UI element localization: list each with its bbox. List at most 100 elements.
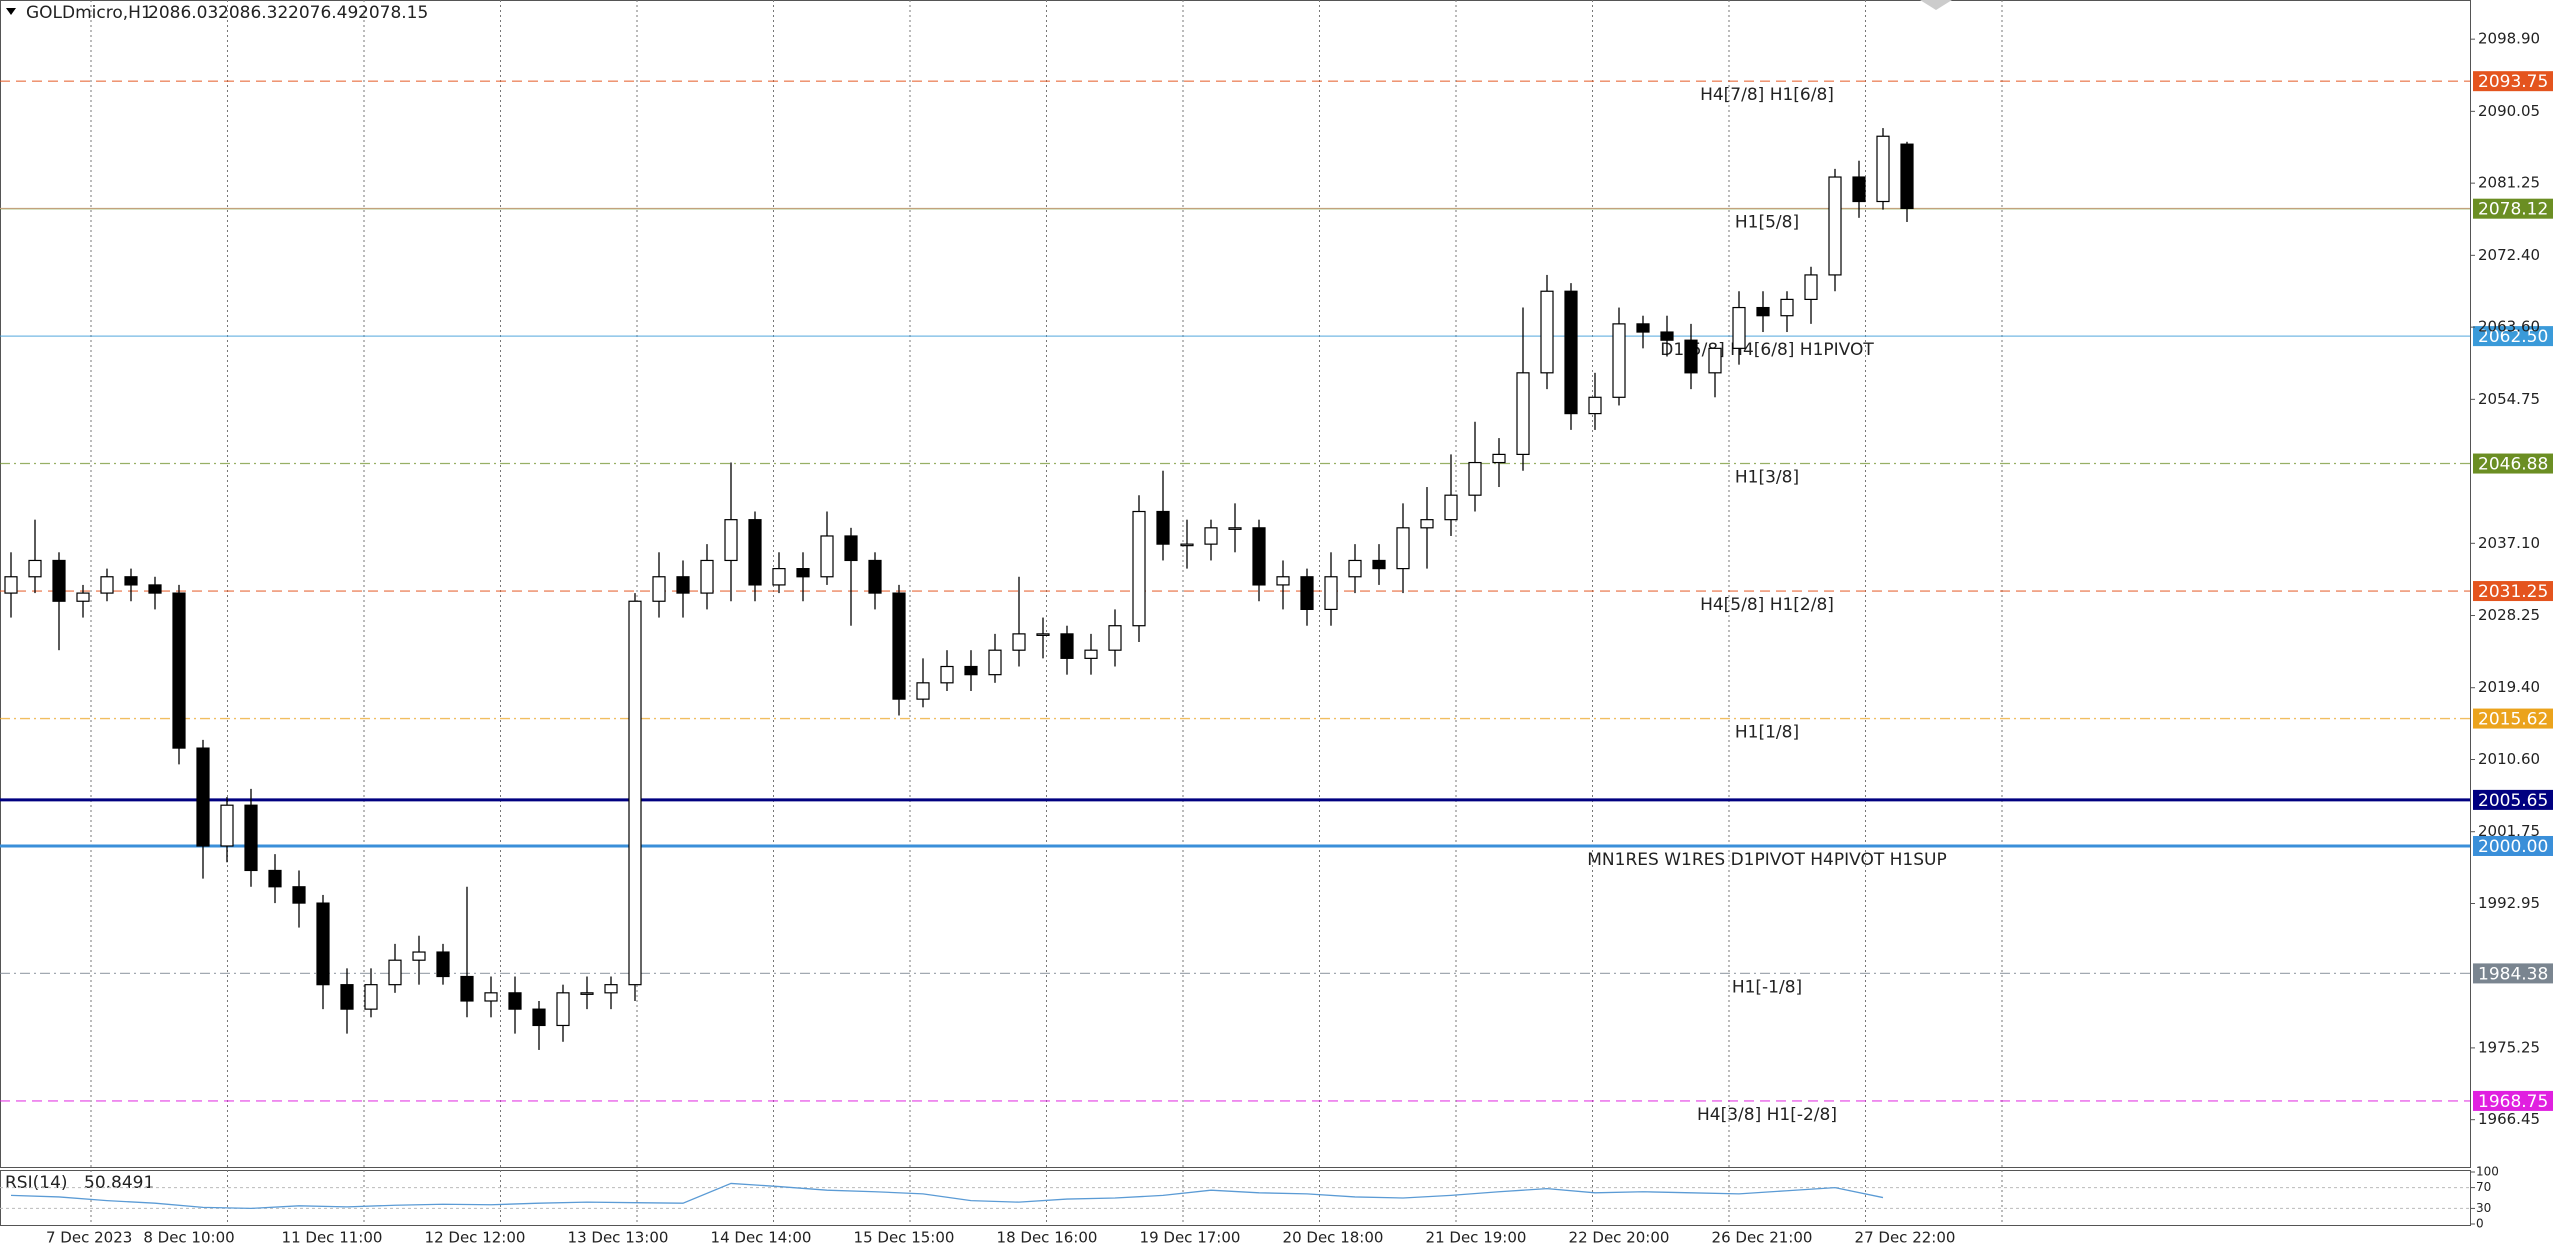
candle-body xyxy=(1900,143,1914,210)
candle-body xyxy=(772,568,786,586)
level-label: H1[-1/8] xyxy=(1732,977,1802,997)
y-tick-label: 1975.25 xyxy=(2478,1038,2540,1056)
candle-body xyxy=(1468,461,1482,496)
candle-body xyxy=(1612,323,1626,398)
candle-body xyxy=(1876,135,1890,203)
price-tag xyxy=(2473,198,2553,219)
price-tag xyxy=(2473,453,2553,474)
rsi-frame xyxy=(0,1170,2471,1226)
candle-body xyxy=(1660,331,1674,341)
main-frame xyxy=(0,0,2471,1168)
price-tag-text: 1984.38 xyxy=(2478,964,2548,984)
candle-body xyxy=(460,975,474,1002)
candle-body xyxy=(556,992,570,1027)
candle-body xyxy=(748,519,762,586)
shift-marker xyxy=(1920,0,1952,10)
y-tick-label: 2098.90 xyxy=(2478,30,2540,48)
price-tag-text: 2078.12 xyxy=(2478,200,2548,220)
candle-body xyxy=(676,576,690,594)
candle-body xyxy=(1228,527,1242,530)
candle-body xyxy=(1348,559,1362,578)
price-tag xyxy=(2473,326,2553,347)
candle-body xyxy=(1180,543,1194,547)
candle-body xyxy=(1108,625,1122,651)
header-open: 2086.03 xyxy=(148,3,218,23)
candle-body xyxy=(1036,633,1050,636)
candle-body xyxy=(244,804,258,872)
header-high: 2086.32 xyxy=(218,3,288,23)
level-label: H4[7/8] H1[6/8] xyxy=(1700,85,1834,105)
x-tick-label: 15 Dec 15:00 xyxy=(854,1229,955,1247)
candle-body xyxy=(1084,649,1098,659)
candle-body xyxy=(940,665,954,684)
rsi-tick-label: 0 xyxy=(2476,1217,2484,1231)
candle-body xyxy=(820,535,834,578)
y-tick-label: 2072.40 xyxy=(2478,246,2540,264)
x-tick-label: 19 Dec 17:00 xyxy=(1140,1229,1241,1247)
candle-body xyxy=(340,984,354,1010)
candle-body xyxy=(652,576,666,602)
x-tick-label: 27 Dec 22:00 xyxy=(1855,1229,1956,1247)
candle-body xyxy=(1588,396,1602,415)
level-label: H4[5/8] H1[2/8] xyxy=(1700,595,1834,615)
candle-body xyxy=(76,592,90,602)
level-label: H4[3/8] H1[-2/8] xyxy=(1697,1105,1837,1125)
candle-body xyxy=(1492,453,1506,464)
candle-body xyxy=(388,959,402,986)
candle-body xyxy=(316,902,330,986)
price-tag-text: 2093.75 xyxy=(2478,72,2548,92)
candle-body xyxy=(508,992,522,1010)
candle-body xyxy=(1708,347,1722,374)
candle-body xyxy=(844,535,858,562)
price-tag-text: 2062.50 xyxy=(2478,327,2548,347)
candle-body xyxy=(1540,290,1554,374)
rsi-tick-label: 30 xyxy=(2476,1201,2491,1215)
candle-body xyxy=(796,568,810,578)
price-tag xyxy=(2473,581,2553,602)
candle-body xyxy=(1156,510,1170,545)
menu-arrow[interactable] xyxy=(6,8,16,15)
price-tag xyxy=(2473,71,2553,92)
x-tick-label: 11 Dec 11:00 xyxy=(282,1229,383,1247)
price-tag xyxy=(2473,708,2553,729)
price-tag-text: 1968.75 xyxy=(2478,1092,2548,1112)
x-tick-label: 18 Dec 16:00 xyxy=(997,1229,1098,1247)
rsi-tick-label: 70 xyxy=(2476,1180,2491,1194)
candle-body xyxy=(268,869,282,888)
rsi-value: 50.8491 xyxy=(84,1173,154,1193)
candle-body xyxy=(1852,176,1866,203)
candle-body xyxy=(436,951,450,978)
x-tick-label: 14 Dec 14:00 xyxy=(711,1229,812,1247)
header-close: 2078.15 xyxy=(358,3,428,23)
x-tick-label: 22 Dec 20:00 xyxy=(1569,1229,1670,1247)
candle-body xyxy=(148,584,162,594)
price-tag-text: 2015.62 xyxy=(2478,710,2548,730)
price-tag xyxy=(2473,963,2553,984)
y-tick-label: 2090.05 xyxy=(2478,102,2540,120)
candle-body xyxy=(892,592,906,700)
price-tag-text: 2000.00 xyxy=(2478,837,2548,857)
candle-body xyxy=(412,951,426,961)
candle-body xyxy=(124,576,138,586)
candle-body xyxy=(700,559,714,594)
x-tick-label: 26 Dec 21:00 xyxy=(1712,1229,1813,1247)
candle-body xyxy=(1828,176,1842,276)
candle-body xyxy=(4,576,18,594)
candle-body xyxy=(292,886,306,904)
y-tick-label: 2037.10 xyxy=(2478,534,2540,552)
rsi-title: RSI(14) xyxy=(5,1173,68,1193)
price-tag-text: 2046.88 xyxy=(2478,455,2548,475)
y-tick-label: 1992.95 xyxy=(2478,894,2540,912)
x-tick-label: 13 Dec 13:00 xyxy=(568,1229,669,1247)
level-label: H1[1/8] xyxy=(1735,723,1799,743)
price-tag xyxy=(2473,789,2553,810)
candle-body xyxy=(1204,527,1218,545)
candle-body xyxy=(1276,576,1290,586)
level-label: H1[5/8] xyxy=(1735,213,1799,233)
candle-body xyxy=(868,559,882,594)
candle-body xyxy=(1756,306,1770,317)
candle-body xyxy=(916,682,930,700)
